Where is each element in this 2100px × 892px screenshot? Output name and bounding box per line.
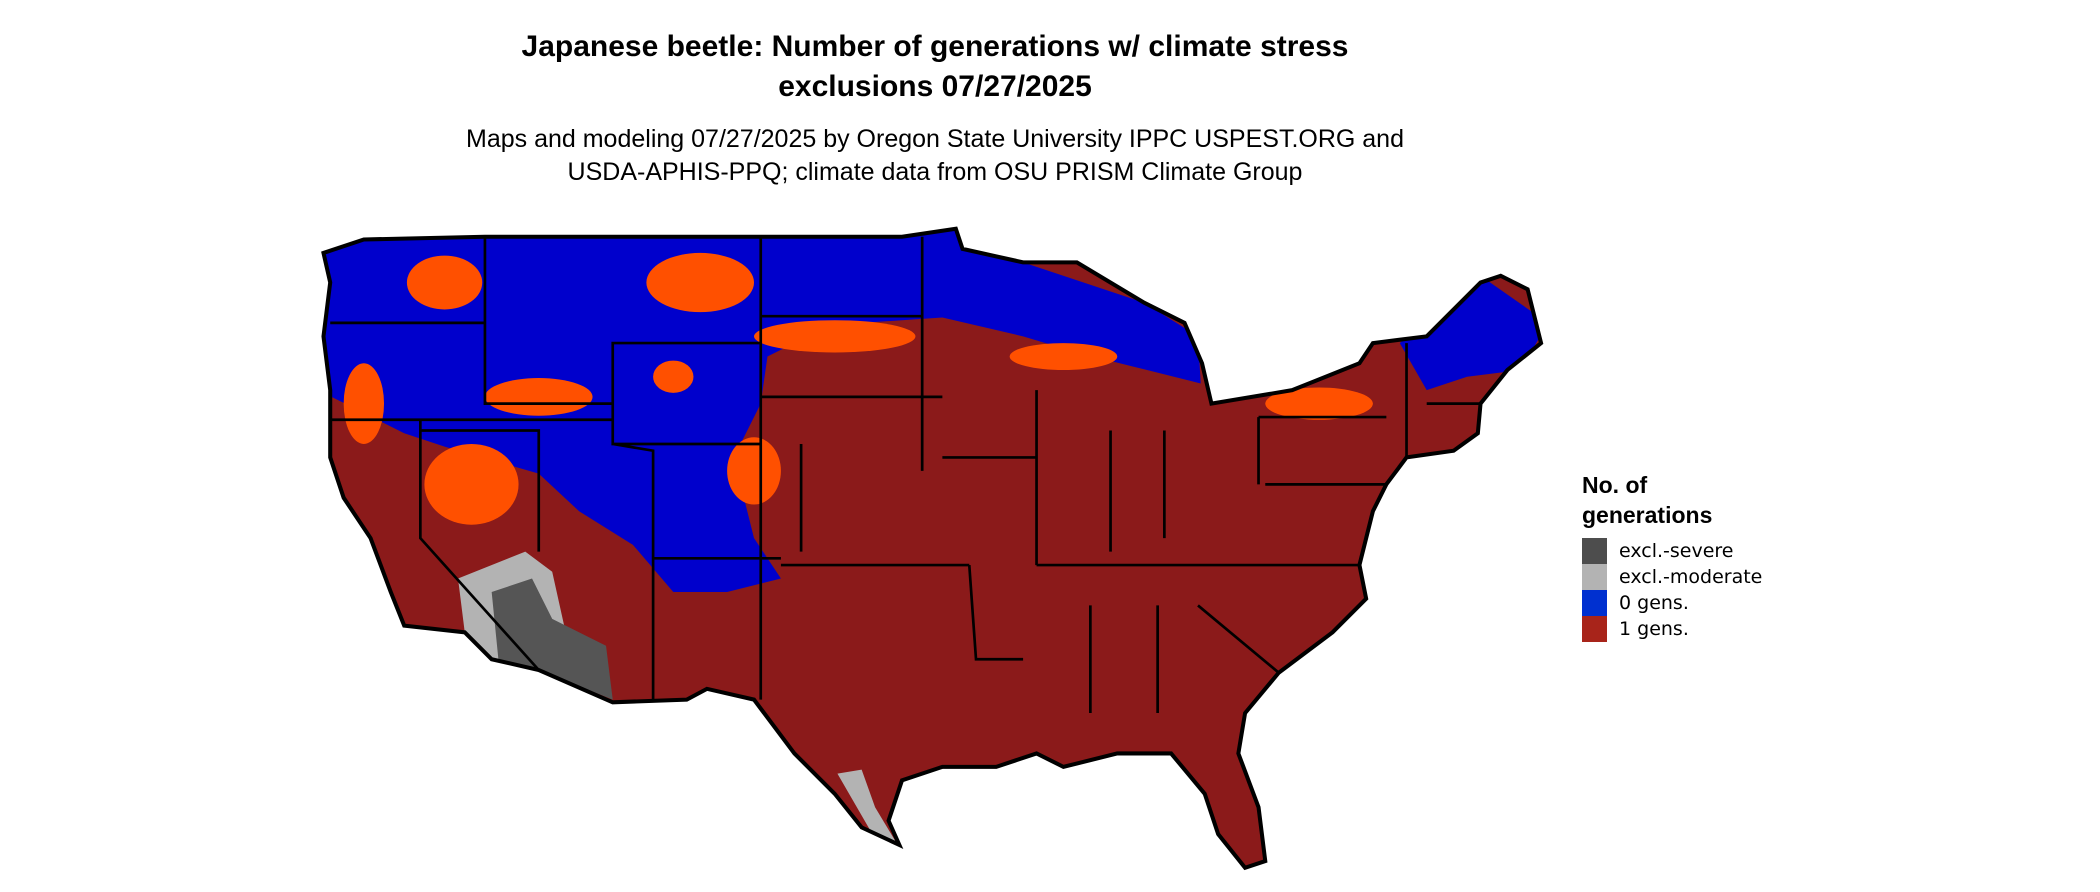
legend-item-excl-moderate: excl.-moderate [1582, 564, 1762, 590]
zero-gen-area-west [323, 228, 1201, 592]
map-title-line2: exclusions 07/27/2025 [778, 70, 1092, 103]
excl-moderate-texas [837, 769, 896, 841]
legend-swatch [1582, 590, 1607, 616]
legend-label: 0 gens. [1619, 592, 1689, 614]
legend-item-1-gens: 1 gens. [1582, 616, 1762, 642]
legend-swatch [1582, 616, 1607, 642]
zero-gen-area-northeast [1399, 275, 1542, 391]
legend: No. of generations excl.-severe excl.-mo… [1582, 470, 1762, 642]
subtitle-line2: USDA-APHIS-PPQ; climate data from OSU PR… [567, 158, 1303, 186]
legend-label: excl.-severe [1619, 540, 1734, 562]
legend-title-line2: generations [1582, 502, 1713, 528]
legend-label: excl.-moderate [1619, 566, 1763, 588]
transition-patches [343, 252, 1373, 525]
legend-swatch [1582, 538, 1607, 564]
excl-severe-area [491, 578, 613, 700]
legend-item-excl-severe: excl.-severe [1582, 538, 1762, 564]
map-title-line1: Japanese beetle: Number of generations w… [521, 30, 1349, 63]
legend-item-0-gens: 0 gens. [1582, 590, 1762, 616]
legend-title-line1: No. of [1582, 472, 1648, 498]
subtitle-line1: Maps and modeling 07/27/2025 by Oregon S… [466, 125, 1404, 153]
legend-swatch [1582, 564, 1607, 590]
legend-label: 1 gens. [1619, 618, 1689, 640]
state-borders [330, 236, 1481, 714]
